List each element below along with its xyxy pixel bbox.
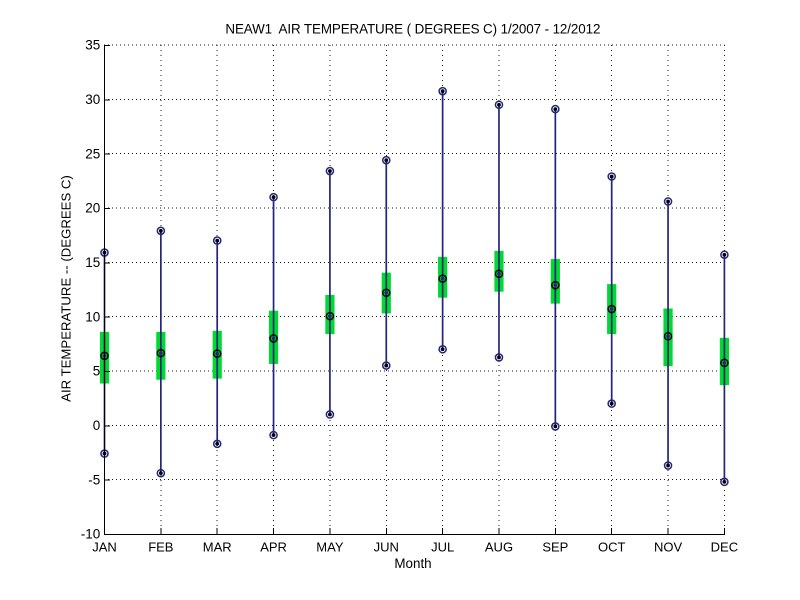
svg-text:DEC: DEC xyxy=(711,540,738,555)
svg-text:15: 15 xyxy=(85,255,100,270)
svg-text:-10: -10 xyxy=(81,527,101,542)
svg-text:MAY: MAY xyxy=(316,540,344,555)
svg-text:MAR: MAR xyxy=(203,540,232,555)
svg-text:SEP: SEP xyxy=(542,540,568,555)
svg-text:5: 5 xyxy=(93,364,101,379)
svg-text:AUG: AUG xyxy=(485,540,513,555)
svg-text:JUN: JUN xyxy=(374,540,399,555)
svg-text:NOV: NOV xyxy=(654,540,683,555)
svg-text:NEAW1 AIR TEMPERATURE ( DEGRE: NEAW1 AIR TEMPERATURE ( DEGREES C) 1/200… xyxy=(225,22,600,37)
svg-text:10: 10 xyxy=(85,309,100,324)
svg-text:JUL: JUL xyxy=(431,540,454,555)
svg-text:30: 30 xyxy=(85,92,100,107)
svg-text:OCT: OCT xyxy=(598,540,626,555)
svg-text:25: 25 xyxy=(85,146,100,161)
svg-text:20: 20 xyxy=(85,201,100,216)
svg-text:35: 35 xyxy=(85,38,100,53)
svg-text:JAN: JAN xyxy=(92,540,117,555)
svg-text:FEB: FEB xyxy=(148,540,173,555)
svg-text:APR: APR xyxy=(260,540,287,555)
svg-text:AIR TEMPERATURE -- (DEGREES C): AIR TEMPERATURE -- (DEGREES C) xyxy=(59,175,74,402)
svg-text:0: 0 xyxy=(93,418,101,433)
svg-text:Month: Month xyxy=(394,556,431,571)
svg-text:-5: -5 xyxy=(88,472,100,487)
